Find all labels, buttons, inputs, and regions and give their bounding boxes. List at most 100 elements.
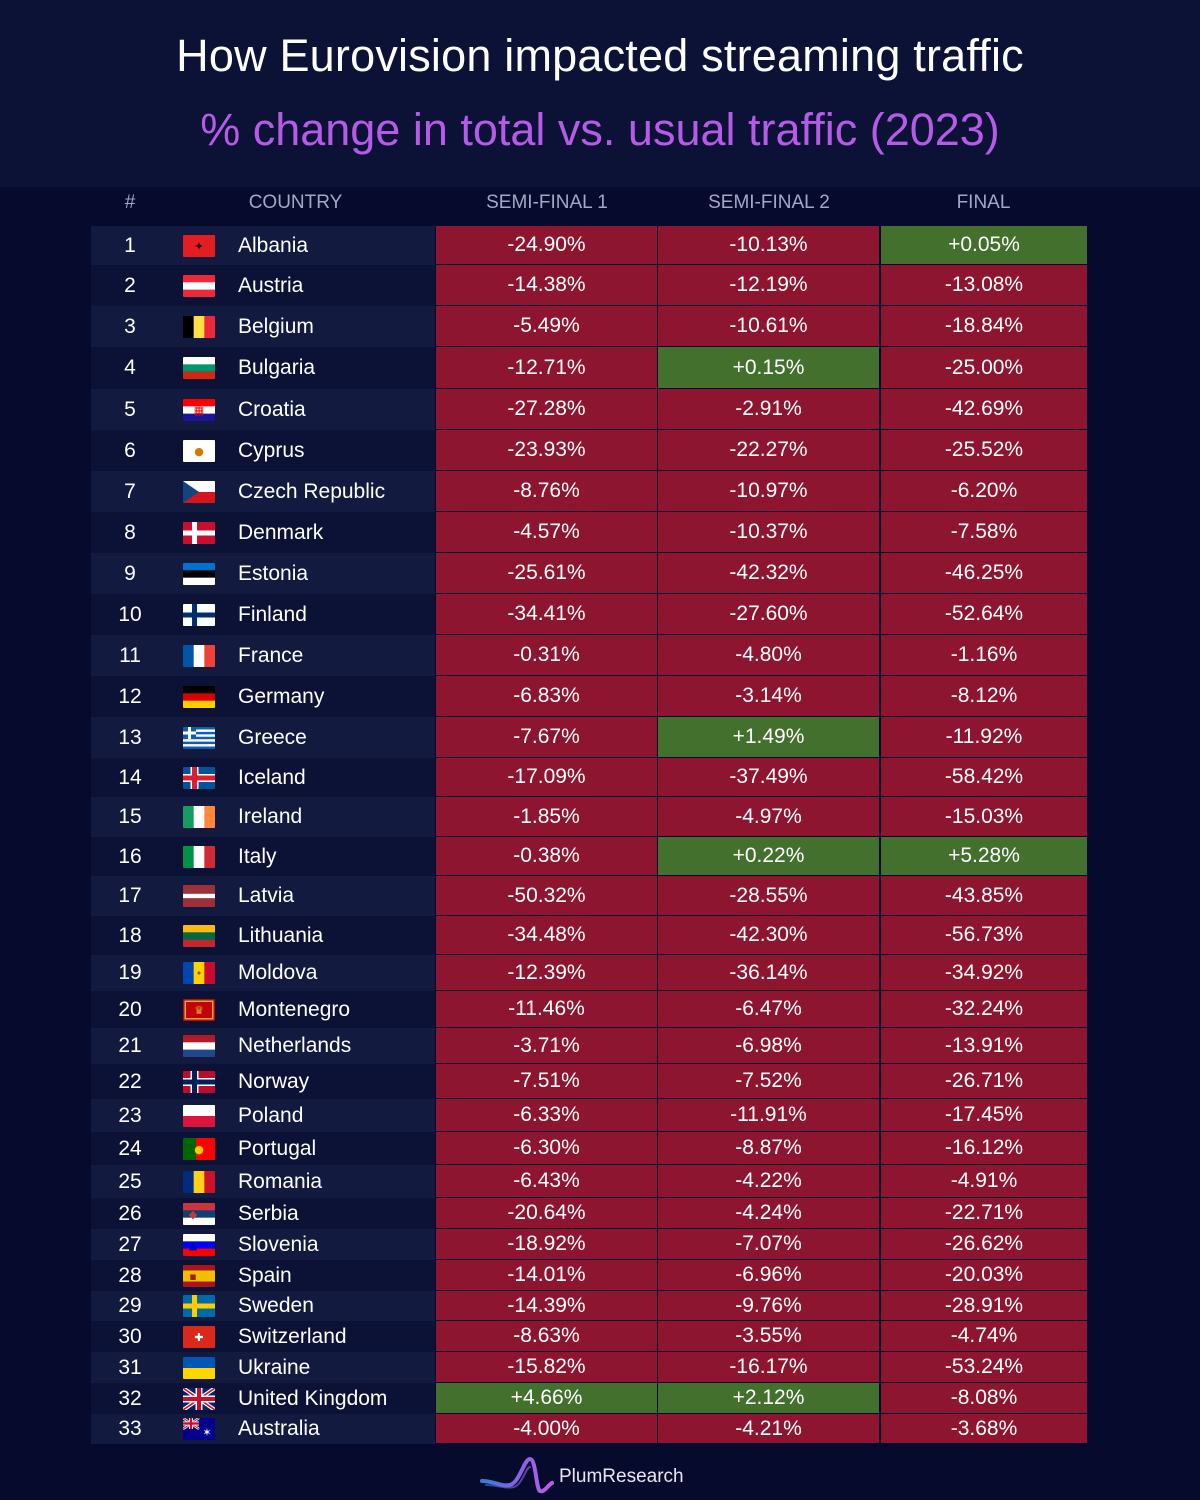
semi-final-1-cell: -15.82% [436,1352,657,1382]
country-cell: Croatia [238,397,306,421]
row-background [91,955,435,991]
country-cell: Ukraine [238,1355,311,1379]
semi-final-2-cell: +1.49% [658,717,879,757]
row-background [91,306,435,347]
semi-final-1-cell: -25.61% [436,553,657,593]
final-cell: -4.74% [881,1321,1087,1351]
row-background [91,594,435,635]
plumresearch-logo-icon [480,1456,554,1494]
semi-final-2-cell: -7.07% [658,1229,879,1259]
final-cell: -16.12% [881,1132,1087,1164]
table-row: 29 Sweden -14.39% -9.76% -28.91% [0,1291,1200,1321]
rank-cell: 28 [118,1263,142,1287]
semi-final-2-cell: -8.87% [658,1132,879,1164]
row-background [91,1321,435,1352]
country-cell: Albania [238,233,309,257]
rank-cell: 14 [118,765,142,789]
row-background [91,1099,435,1132]
flag-poland-icon [183,1105,215,1127]
country-cell: France [238,643,304,667]
row-background [91,553,435,594]
flag-austria-icon [183,275,215,297]
row-background [91,1414,435,1444]
chart-title: How Eurovision impacted streaming traffi… [176,30,1024,81]
rank-cell: 8 [124,520,136,544]
flag-croatia-icon: ▦ [183,399,215,421]
final-cell: -22.71% [881,1198,1087,1228]
table-row: 11 France -0.31% -4.80% -1.16% [0,635,1200,676]
svg-text:•: • [196,967,203,980]
final-cell: -25.52% [881,430,1087,470]
flag-slovenia-icon: ▲ [183,1234,215,1256]
row-background [91,430,435,471]
country-cell: Czech Republic [238,479,386,503]
table-row: 6 ● Cyprus -23.93% -22.27% -25.52% [0,430,1200,471]
final-cell: -4.91% [881,1165,1087,1197]
rank-cell: 3 [124,314,136,338]
semi-final-1-cell: -0.38% [436,837,657,875]
final-cell: -46.25% [881,553,1087,593]
semi-final-2-cell: -6.96% [658,1260,879,1290]
country-cell: Australia [238,1417,320,1440]
semi-final-1-cell: -6.83% [436,676,657,716]
country-cell: Italy [238,844,277,868]
footer: PlumResearch [0,1455,1200,1495]
semi-final-2-cell: -10.61% [658,306,879,346]
svg-text:●: ● [194,445,204,458]
flag-greece-icon [183,727,215,749]
flag-serbia-icon: ◆ [183,1203,215,1225]
country-cell: Belgium [238,314,314,338]
flag-ireland-icon [183,806,215,828]
row-background [91,512,435,553]
country-cell: Serbia [238,1201,299,1225]
country-cell: Finland [238,602,307,626]
final-cell: -52.64% [881,594,1087,634]
flag-spain-icon: ▪ [183,1265,215,1287]
flag-cyprus-icon: ● [183,440,215,462]
column-header-semi-final-1: SEMI-FINAL 1 [486,192,608,213]
semi-final-1-cell: -27.28% [436,389,657,429]
final-cell: -7.58% [881,512,1087,552]
table-row: 27 ▲ Slovenia -18.92% -7.07% -26.62% [0,1229,1200,1260]
semi-final-1-cell: -14.01% [436,1260,657,1290]
semi-final-1-cell: -11.46% [436,991,657,1027]
country-cell: Moldova [238,961,318,984]
rank-cell: 11 [119,643,141,667]
semi-final-2-cell: -16.17% [658,1352,879,1382]
semi-final-2-cell: -9.76% [658,1291,879,1320]
rank-cell: 27 [118,1232,142,1256]
table-row: 19 • Moldova -12.39% -36.14% -34.92% [0,955,1200,991]
table-row: 4 Bulgaria -12.71% +0.15% -25.00% [0,347,1200,389]
final-cell: -15.03% [881,797,1087,836]
semi-final-2-cell: -28.55% [658,876,879,915]
semi-final-2-cell: -6.98% [658,1028,879,1063]
semi-final-1-cell: -12.39% [436,955,657,990]
svg-text:✦: ✦ [194,240,203,253]
country-cell: Estonia [238,561,309,585]
flag-czech-republic-icon [183,481,215,503]
flag-australia-icon: ✶ [183,1418,215,1440]
semi-final-2-cell: -10.13% [658,226,879,264]
flag-bulgaria-icon [183,357,215,379]
svg-text:▦: ▦ [194,404,204,417]
semi-final-1-cell: -24.90% [436,226,657,264]
semi-final-1-cell: -6.33% [436,1099,657,1131]
semi-final-2-cell: -10.97% [658,471,879,511]
final-cell: -42.69% [881,389,1087,429]
final-cell: -13.91% [881,1028,1087,1063]
row-background [91,1352,435,1383]
semi-final-2-cell: -42.30% [658,916,879,954]
semi-final-2-cell: -3.55% [658,1321,879,1351]
flag-italy-icon [183,846,215,868]
semi-final-2-cell: -6.47% [658,991,879,1027]
rank-cell: 26 [118,1201,142,1225]
row-background [91,389,435,430]
country-cell: Norway [238,1069,310,1093]
rank-cell: 22 [118,1069,142,1093]
semi-final-1-cell: -20.64% [436,1198,657,1228]
country-cell: Greece [238,725,307,749]
semi-final-2-cell: -4.24% [658,1198,879,1228]
table-row: 24 ● Portugal -6.30% -8.87% -16.12% [0,1132,1200,1165]
semi-final-2-cell: -11.91% [658,1099,879,1131]
semi-final-2-cell: -42.32% [658,553,879,593]
